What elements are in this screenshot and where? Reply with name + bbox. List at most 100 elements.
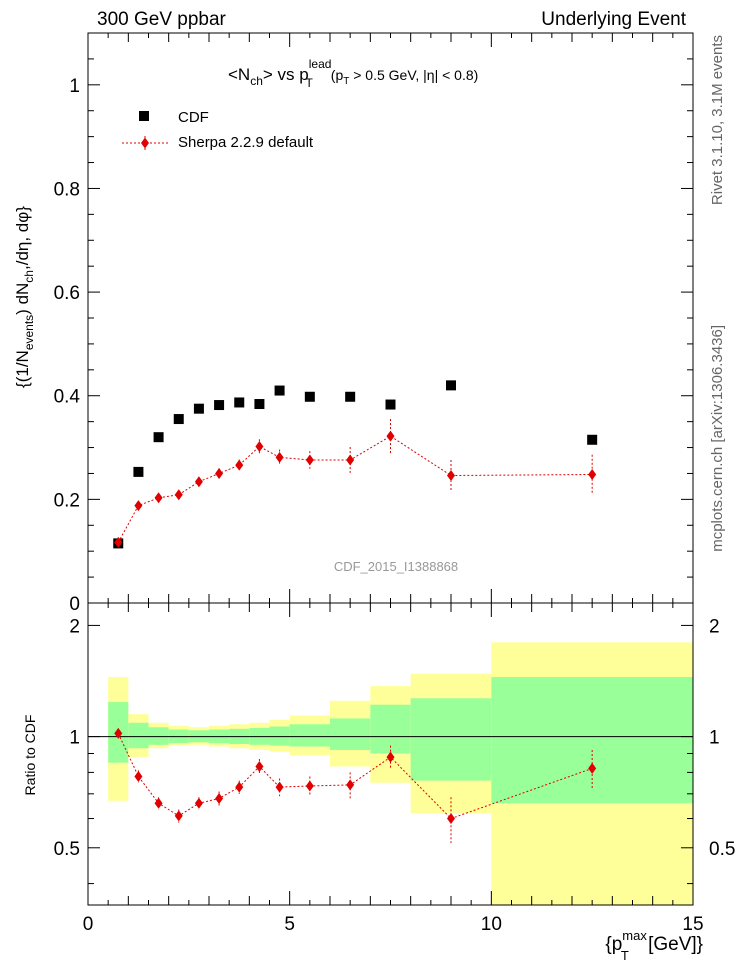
ratio-ytick-label-left: 1 [69, 728, 80, 749]
xlabel-sup-max: max [622, 928, 647, 943]
main-ytick-label: 0.8 [54, 179, 80, 200]
ylabel-e: ,/dη, dφ} [13, 206, 32, 270]
ratio-point [154, 797, 163, 809]
green-band [148, 727, 169, 745]
green-band [410, 698, 492, 781]
legend-sherpa-label: Sherpa 2.2.9 default [178, 134, 314, 151]
xtick-label: 5 [284, 914, 295, 935]
header-left: 300 GeV ppbar [97, 9, 227, 30]
main-ylabel: {(1/Nevents) dNch,/dη, dφ} [13, 206, 36, 388]
ratio-point [194, 797, 203, 809]
ratio-panel: 0.5 0.5 1 1 2 2 0 5 10 15 [54, 602, 736, 935]
green-band [128, 722, 149, 749]
sherpa-point [215, 467, 224, 479]
sherpa-point [114, 536, 123, 548]
ratio-point [134, 770, 143, 782]
title-part-b: > vs p [263, 65, 309, 84]
ratio-point [255, 760, 264, 772]
x-axis-label: {pmax T [GeV]} [605, 928, 703, 963]
cdf-point [587, 434, 598, 445]
ratio-y-tick-labels: 0.5 0.5 1 1 2 2 [54, 616, 736, 859]
ylabel-c: ) dN [13, 283, 32, 315]
x-tick-labels: 0 5 10 15 [83, 914, 704, 935]
ratio-ytick-label-right: 1 [709, 728, 720, 749]
title-cut: (p [331, 67, 344, 83]
cdf-point [446, 380, 456, 391]
main-ytick-label: 0.6 [54, 283, 80, 304]
cdf-point [153, 432, 164, 443]
main-ytick-label: 0.2 [54, 490, 80, 511]
main-axis-ticks [87, 32, 694, 604]
ratio-ytick-label-left: 2 [69, 616, 80, 637]
cdf-point [193, 403, 204, 414]
xtick-label: 15 [682, 914, 703, 935]
mcplots-label: mcplots.cern.ch [arXiv:1306.3436] [709, 325, 726, 552]
green-band [370, 704, 411, 754]
ylabel-sub-events: events [22, 315, 36, 350]
legend-sherpa-marker [141, 137, 149, 149]
title-sub-ch: ch [250, 74, 263, 88]
ratio-axis-ticks [87, 603, 694, 905]
main-y-tick-labels: 0 0.2 0.4 0.6 0.8 1 [54, 76, 81, 615]
cdf-point [133, 466, 144, 477]
sherpa-point [235, 459, 244, 471]
sherpa-line [117, 435, 593, 543]
xtick-label: 0 [83, 914, 94, 935]
sherpa-point [305, 454, 314, 466]
cdf-point [214, 400, 225, 411]
ratio-ylabel: Ratio to CDF [22, 715, 38, 796]
cdf-point [274, 385, 285, 396]
xlabel-a: {p [605, 934, 622, 955]
sherpa-point [194, 476, 203, 488]
sherpa-point [346, 454, 355, 466]
ratio-point [174, 810, 183, 822]
ratio-line [117, 733, 593, 820]
ratio-ytick-label-left: 0.5 [54, 839, 80, 860]
rivet-label: Rivet 3.1.10, 3.1M events [709, 35, 726, 205]
ratio-ytick-label-right: 0.5 [709, 839, 735, 860]
ratio-point [386, 751, 395, 763]
ratio-point [275, 781, 284, 793]
green-band [269, 726, 290, 746]
cdf-point [385, 399, 396, 410]
title-sup-lead: lead [309, 57, 332, 71]
sherpa-point [275, 451, 284, 463]
cdf-point [254, 399, 265, 410]
green-band [491, 677, 693, 804]
main-ytick-label: 0 [69, 594, 80, 615]
green-band [289, 724, 330, 747]
ratio-point [346, 779, 355, 791]
sherpa-point [386, 430, 395, 442]
ratio-point [588, 762, 597, 774]
main-panel: <Nch> vs plead T (pT > 0.5 GeV, |η| < 0.8)… [54, 32, 694, 615]
cdf-series [113, 380, 598, 549]
xlabel-b: [GeV]} [643, 934, 703, 955]
main-ytick-label: 1 [69, 76, 80, 97]
ratio-point [235, 781, 244, 793]
title-part-a: <N [228, 65, 250, 84]
cdf-point [304, 391, 315, 402]
sherpa-point [588, 468, 597, 480]
ylabel-sub-ch: ch [22, 270, 36, 283]
title-sub-t: T [305, 76, 313, 90]
legend-cdf-label: CDF [178, 109, 209, 126]
ratio-point [447, 813, 455, 825]
xlabel-sub-t: T [621, 948, 629, 963]
ratio-point [305, 780, 314, 792]
ratio-series [114, 727, 597, 844]
sherpa-point [154, 492, 163, 504]
cdf-point [173, 414, 184, 425]
main-title: <Nch> vs plead T (pT > 0.5 GeV, |η| < 0.8) [228, 57, 478, 90]
sherpa-point [174, 489, 183, 501]
legend-cdf-marker [139, 111, 149, 121]
title-cut-sub: T [343, 76, 349, 87]
main-ytick-label: 0.4 [54, 387, 81, 408]
sherpa-series [114, 419, 597, 548]
cdf-point [234, 397, 245, 408]
sherpa-point [255, 441, 264, 453]
ratio-ytick-label-right: 2 [709, 616, 720, 637]
title-cut-rest: > 0.5 GeV, |η| < 0.8) [349, 67, 478, 83]
ylabel-a: {(1/N [13, 350, 32, 388]
watermark: CDF_2015_I1388868 [334, 559, 458, 574]
green-band [330, 718, 371, 750]
